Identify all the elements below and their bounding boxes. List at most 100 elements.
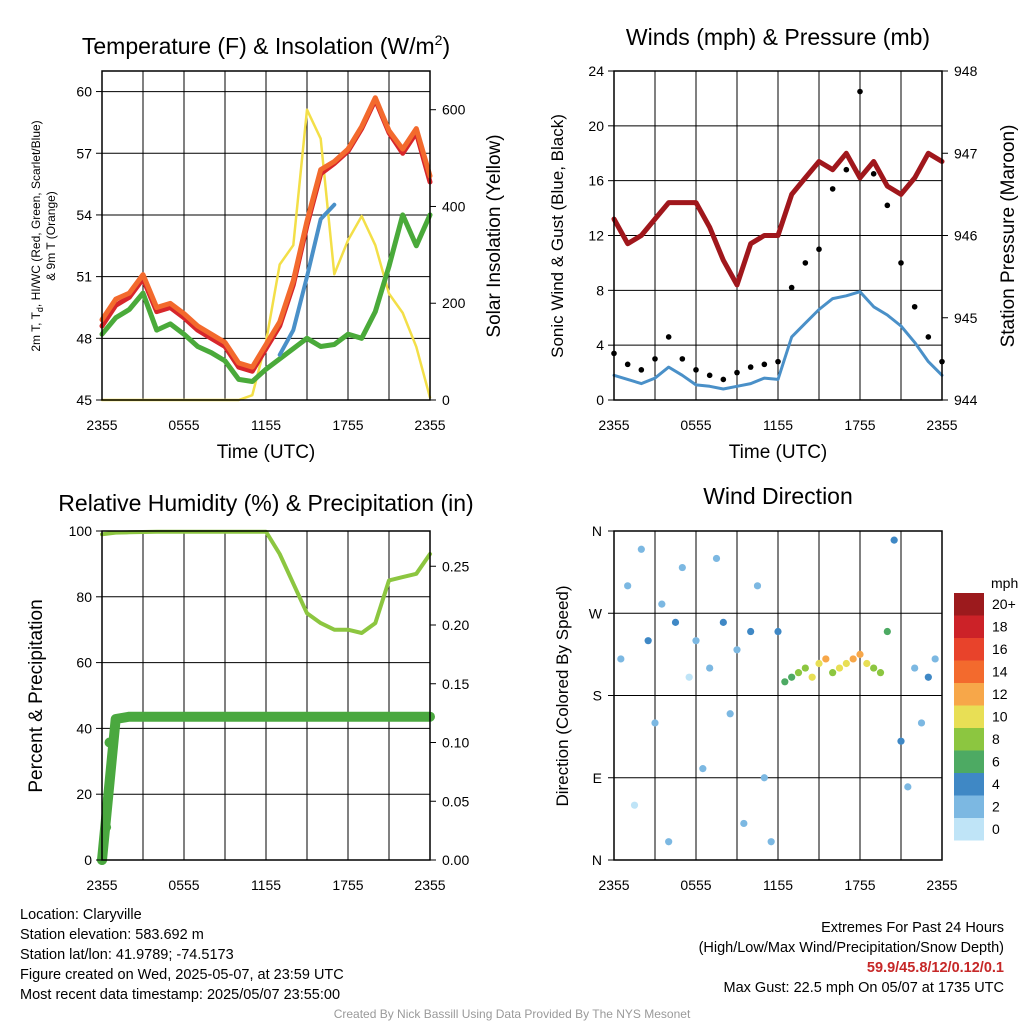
x-tick-label: 2355 — [86, 417, 117, 433]
y2-tick-label: 600 — [442, 102, 466, 118]
precip-point — [104, 737, 115, 748]
direction-point — [699, 765, 707, 773]
x-tick-label: 2355 — [926, 417, 957, 433]
y2-tick-label: 400 — [442, 198, 466, 214]
y2-tick-label: 0.15 — [442, 676, 469, 692]
gust-point — [911, 303, 918, 310]
direction-point — [665, 838, 673, 846]
y2-tick-label: 0.25 — [442, 558, 469, 574]
legend-label: 6 — [992, 754, 1000, 770]
y-tick-label: 54 — [76, 207, 92, 223]
y-tick-label: 20 — [588, 118, 604, 134]
temperature-ylabel-left-line2: & 9m T (Orange) — [44, 191, 58, 281]
y-tick-label: 57 — [76, 145, 92, 161]
direction-point — [774, 627, 782, 636]
direction-point — [617, 655, 625, 663]
series-line-precipitation — [97, 711, 435, 865]
y2-tick-label: 947 — [954, 145, 978, 161]
gust-point — [734, 369, 740, 376]
winds-panel: Winds (mph) & Pressure (mb) Sonic Wind &… — [548, 24, 1019, 463]
gust-point — [624, 361, 631, 368]
direction-point — [678, 563, 686, 572]
direction-point — [753, 582, 762, 590]
station-info: Location: Claryville Station elevation: … — [20, 905, 344, 1005]
gust-point — [665, 334, 672, 340]
plot-frame — [101, 530, 431, 861]
station-latlon: Station lat/lon: 41.9789; -74.5173 — [20, 947, 234, 963]
direction-point — [849, 655, 857, 663]
y-tick-label: N — [592, 523, 602, 539]
gust-point — [775, 358, 781, 365]
temperature-ylabel-left: 2m T, Td, HI/WC (Red, Green, Scarlet/Blu… — [29, 120, 45, 351]
y-tick-label: S — [593, 688, 602, 704]
gust-point — [898, 260, 904, 266]
recent-timestamp: Most recent data timestamp: 2025/05/07 2… — [20, 987, 341, 1003]
series-line-9m-t — [99, 95, 433, 370]
legend-label: 18 — [992, 619, 1008, 635]
series-line-td — [99, 212, 433, 384]
direction-point — [863, 659, 871, 668]
y-tick-label: E — [593, 770, 602, 786]
direction-ylabel-left: Direction (Colored By Speed) — [553, 585, 572, 806]
temperature-panel: Temperature (F) & Insolation (W/m2) 2m T… — [29, 32, 505, 463]
legend-label: 12 — [992, 686, 1008, 702]
y2-tick-label: 0.20 — [442, 617, 469, 633]
y2-tick-label: 0.00 — [442, 852, 469, 868]
legend-swatch — [954, 683, 984, 706]
direction-point — [911, 664, 919, 672]
x-tick-label: 1755 — [332, 417, 363, 433]
direction-point — [815, 659, 823, 668]
direction-point — [719, 618, 727, 626]
direction-point — [822, 655, 830, 663]
direction-point — [829, 669, 837, 677]
y-tick-label: N — [592, 852, 602, 868]
gust-point — [802, 260, 809, 266]
direction-panel: Wind Direction Direction (Colored By Spe… — [553, 483, 1018, 893]
x-tick-label: 1155 — [763, 877, 793, 893]
direction-point — [842, 659, 850, 668]
y-tick-label: 40 — [76, 720, 92, 736]
direction-point — [658, 600, 666, 608]
legend-unit: mph — [991, 575, 1018, 591]
direction-point — [767, 838, 775, 846]
x-tick-label: 0555 — [680, 877, 711, 893]
x-tick-label: 2355 — [414, 417, 445, 433]
y-tick-label: 8 — [596, 282, 604, 298]
gust-point — [884, 202, 891, 209]
direction-point — [740, 819, 748, 828]
y2-tick-label: 0.05 — [442, 793, 469, 809]
direction-point — [760, 774, 768, 782]
station-elevation: Station elevation: 583.692 m — [20, 927, 204, 943]
gust-point — [638, 367, 645, 373]
legend-swatch — [954, 750, 984, 773]
direction-point — [651, 719, 659, 727]
y-tick-label: 24 — [588, 63, 604, 79]
precip-point — [101, 822, 112, 833]
x-tick-label: 2355 — [414, 877, 445, 893]
direction-point — [685, 673, 693, 681]
direction-point — [835, 664, 844, 672]
gust-point — [652, 356, 658, 362]
direction-point — [637, 545, 645, 553]
humidity-title: Relative Humidity (%) & Precipitation (i… — [58, 490, 473, 516]
gust-point — [706, 372, 713, 379]
legend-swatch — [954, 705, 984, 728]
direction-point — [706, 664, 714, 672]
legend-swatch — [954, 593, 984, 616]
gust-point — [829, 186, 836, 192]
legend-swatch — [954, 615, 984, 638]
direction-point — [747, 627, 755, 636]
extremes-values: 59.9/45.8/12/0.12/0.1 — [866, 960, 1004, 976]
gust-point — [679, 356, 686, 362]
x-tick-label: 1155 — [251, 417, 281, 433]
legend-swatch — [954, 818, 984, 841]
gust-point — [870, 171, 877, 177]
series-line-hi-wc — [277, 202, 337, 357]
direction-point — [904, 783, 912, 791]
direction-point — [801, 664, 809, 672]
x-tick-label: 1755 — [332, 877, 363, 893]
y2-tick-label: 948 — [954, 63, 978, 79]
direction-point — [671, 618, 680, 626]
x-tick-label: 2355 — [598, 877, 629, 893]
